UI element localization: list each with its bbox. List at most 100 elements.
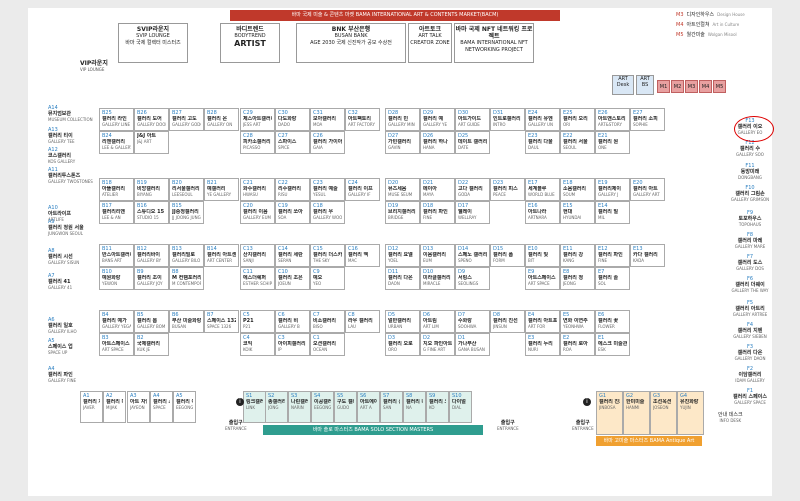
booth-cell[interactable]: E24 갤러리 유엔 GALLERY UN xyxy=(525,108,560,131)
booth-cell[interactable]: C1 오션갤러리 OCEAN xyxy=(310,333,345,356)
booth-cell[interactable]: C4 코익 KOIK xyxy=(240,333,275,356)
entrance-left[interactable]: 출입구 ENTRANCE xyxy=(225,420,247,432)
booth-cell[interactable]: C13 산지갤러리 SANJI xyxy=(240,244,275,267)
left-booth[interactable]: A12 코스갤러리 KOS GALLERY xyxy=(48,147,75,165)
right-booth[interactable]: F1 갤러리 스페이스 GALLERY SPACE xyxy=(720,388,780,406)
booth-cell[interactable]: C9 예오 YEO xyxy=(310,267,345,290)
left-booth[interactable]: A8 갤러리 시선 GALLERY SISUN xyxy=(48,248,79,266)
booth-cell[interactable]: B24 리앤갤러리 LEE & GALLERY xyxy=(99,131,134,154)
booth-cell[interactable]: C20 갤러리 이음 GALLERY EUM xyxy=(240,201,275,224)
svip-lounge-booth[interactable]: SVIP라운지 SVIP LOUNGE 바마 국제 컬렉터 미스터즈 xyxy=(118,23,188,63)
booth-cell[interactable]: D15 갤러리 폼 FORM xyxy=(490,244,525,267)
booth-cell[interactable]: D18 갤러리 파인 FINE xyxy=(420,201,455,224)
booth-cell[interactable]: C21 화수갤러리 HWASU xyxy=(240,178,275,201)
right-booth[interactable]: F6 갤러리 더웨이 GALLERY THE WAY xyxy=(720,276,780,294)
booth-cell[interactable]: D29 갤러리 예 GALLERY YE xyxy=(420,108,455,131)
booth-cell[interactable]: D23 갤러리 피스 PEACE xyxy=(490,178,525,201)
right-booth[interactable]: F9 토포하우스 TOPOHAUS xyxy=(720,210,780,228)
masters-booth[interactable]: S1링크갤러리LINK xyxy=(243,391,266,423)
booth-cell[interactable]: D10 미라클갤러리 MIRACLE xyxy=(420,267,455,290)
booth-cell[interactable]: B4 갤러리 예가 GALLERY YEGA xyxy=(99,310,134,333)
antique-booth[interactable]: G4 유진화랑 YUJIN xyxy=(677,391,704,435)
booth-cell[interactable]: D2 지오 파인아트 G FINE ART xyxy=(420,333,455,356)
minibooth-m4[interactable]: M4 xyxy=(699,80,712,93)
masters-booth[interactable]: S10 다이얼 DIAL xyxy=(449,391,472,423)
left-booth[interactable]: A4 갤러리 파인 GALLERY FINE xyxy=(48,366,76,384)
booth-cell[interactable]: C29 제스아트갤러리 JESS ART xyxy=(240,108,275,131)
booth-cell[interactable]: E16 아트나라 ARTNARA xyxy=(525,201,560,224)
booth-cell[interactable]: C28 피카소갤러리 PICASSO xyxy=(240,131,275,154)
booth-cell[interactable]: E8 갤러리 정 JEONG xyxy=(560,267,595,290)
booth-cell[interactable]: E1 에스크 미술관 ESK xyxy=(595,333,630,356)
booth-cell[interactable]: C5 P21 P21 xyxy=(240,310,275,333)
booth-cell[interactable]: D30 아트가이드 ART GUIDE xyxy=(455,108,490,131)
art-bs[interactable]: ART BS xyxy=(636,75,654,95)
masters-booth[interactable]: S4이공갤러리EEGONG xyxy=(311,391,334,423)
booth-cell[interactable]: B20 리서울갤러리 LEESEOUL xyxy=(169,178,204,201)
booth-cell[interactable]: C3 아이피갤러리 IP xyxy=(275,333,310,356)
booth-cell[interactable]: C32 아트팩토리 ART FACTORY xyxy=(345,108,380,131)
right-booth[interactable]: F3 갤러리 다온 GALLERY DAON xyxy=(720,344,780,362)
booth-cell[interactable]: C26 갤러리 가이아 GAIA xyxy=(310,131,345,154)
entrance-middle[interactable]: 출입구 ENTRANCE xyxy=(497,420,519,432)
booth-cell[interactable]: E14 갤러리 밀 MIL xyxy=(595,201,630,224)
booth-cell[interactable]: B21 예갤러리 YE GALLERY xyxy=(204,178,239,201)
art-desk[interactable]: ART Desk xyxy=(612,75,634,95)
booth-cell[interactable]: C30 다도화랑 DADO xyxy=(275,108,310,131)
booth-cell[interactable]: D22 고다 갤러리 GODA xyxy=(455,178,490,201)
booth-cell[interactable]: E15 현대 HYUNDAI xyxy=(560,201,595,224)
booth-cell[interactable]: D27 가빈갤러리 GAVIN xyxy=(385,131,420,154)
booth-cell[interactable]: B10 예원화랑 YEWON xyxy=(99,267,134,290)
left-booth[interactable]: A6 갤러리 일호 GALLERY ILHO xyxy=(48,317,77,335)
booth-cell[interactable]: E11 갤러리 강 KANG xyxy=(560,244,595,267)
booth-cell[interactable]: E12 갤러리 파인 FINE xyxy=(595,244,630,267)
right-booth[interactable]: F5 갤러리 아트리 GALLERY ARTREE xyxy=(720,300,780,318)
booth-cell[interactable]: D9 서링스 SEOLINGS xyxy=(455,267,490,290)
booth-cell[interactable]: E26 아트앤스토리 ART&STORY xyxy=(595,108,630,131)
booth-cell[interactable]: B26 갤러리 도어 GALLERY DOOR xyxy=(134,108,169,131)
booth-cell[interactable]: D6 아트림 ART LIM xyxy=(420,310,455,333)
right-booth[interactable]: F7 갤러리 도스 GALLERY DOS xyxy=(720,254,780,272)
booth-cell[interactable]: E3 갤러리 누리 NURI xyxy=(525,333,560,356)
right-booth[interactable]: F4 갤러리 지벤 GALLERY SIEBEN xyxy=(720,322,780,340)
booth-cell[interactable]: E2 갤러리 로아 ROA xyxy=(560,333,595,356)
booth-cell[interactable]: B17 갤러리리앤 LEE & AN xyxy=(99,201,134,224)
booth-cell[interactable]: J&J 아트 J&J ART xyxy=(134,131,169,154)
booth-cell[interactable]: E23 갤러리 다울 DAUL xyxy=(525,131,560,154)
booth-cell[interactable]: B9 갤러리 조이 GALLERY JOY xyxy=(134,267,169,290)
booth-cell[interactable]: D14 스페노 갤러리 SPENO xyxy=(455,244,490,267)
info-desk[interactable]: 안내 데스크 INFO DESK xyxy=(718,412,743,424)
entrance-right[interactable]: 출입구 ENTRANCE xyxy=(572,420,594,432)
booth-cell[interactable]: C18 갤러리 우 GALLERY WOO xyxy=(310,201,345,224)
bnk-booth[interactable]: BNK 부산은행 BUSAN BANK AGE 2030 국제 신진작가 공모 … xyxy=(296,23,406,63)
booth-cell[interactable]: D19 브리지갤러리 BRIDGE xyxy=(385,201,420,224)
minibooth-m5[interactable]: M5 xyxy=(713,80,726,93)
antique-booth[interactable]: G2 한미미술 HANMI xyxy=(623,391,650,435)
booth-cell[interactable]: E7 갤러리 솔 SOL xyxy=(595,267,630,290)
booth-cell[interactable]: B25 갤러리 라인 GALLERY LINE xyxy=(99,108,134,131)
booth-cell[interactable]: C24 갤러리 이프 GALLERY IF xyxy=(345,178,380,201)
booth-cell[interactable]: C23 갤러리 예술 YESUL xyxy=(310,178,345,201)
booth-cell[interactable]: B3 아트스페이스 ART SPACE xyxy=(99,333,134,356)
booth-cell[interactable]: D1 가나부산 GANA BUSAN xyxy=(455,333,490,356)
booth-cell[interactable]: C10 갤러리 조은 JOEUN xyxy=(275,267,310,290)
right-booth[interactable]: F11 동방미래 DONGBANG xyxy=(720,163,780,181)
booth-cell[interactable]: E27 갤러리 소피 SOPHIE xyxy=(630,108,665,131)
info-icon[interactable]: i xyxy=(236,398,244,406)
masters-booth[interactable]: S3나린갤러리NARIN xyxy=(288,391,311,423)
booth-cell[interactable]: B19 비앙갤러리 BIYANG xyxy=(134,178,169,201)
booth-cell[interactable]: D31 인트로갤러리 INTRO xyxy=(490,108,525,131)
booth-cell[interactable]: B28 갤러리 온 GALLERY ON xyxy=(204,108,239,131)
booth-cell[interactable]: D25 데이트 갤러리 DATE xyxy=(455,131,490,154)
booth-cell[interactable]: D21 메이아 MAYA xyxy=(420,178,455,201)
